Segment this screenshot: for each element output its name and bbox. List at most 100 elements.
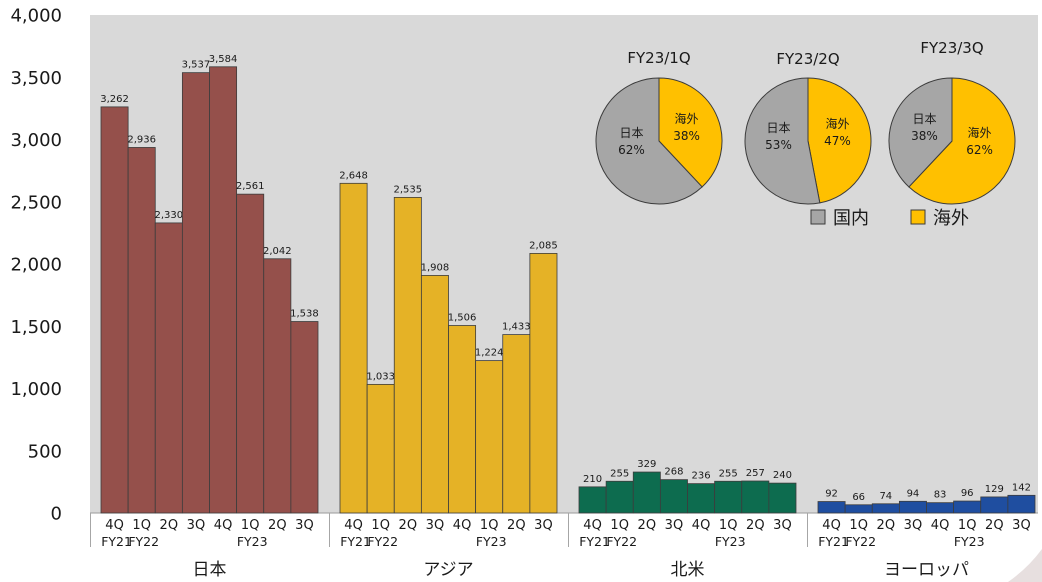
bar	[741, 480, 770, 514]
data-label: 329	[637, 459, 656, 470]
quarter-label: 4Q	[583, 518, 602, 533]
bar	[475, 360, 504, 514]
pie-legend: 国内 海外	[810, 208, 969, 229]
data-label: 94	[907, 488, 920, 499]
quarter-label: 4Q	[105, 518, 124, 533]
pie-slice	[658, 77, 723, 188]
y-tick-label: 4,000	[10, 6, 62, 27]
bar	[1007, 494, 1036, 514]
bar-chart: 0 500 1,000 1,500 2,000 2,500 3,000 3,500 4,000 3…	[10, 6, 1038, 580]
data-label: 96	[961, 488, 974, 499]
data-label: 210	[583, 474, 602, 485]
data-label: 3,262	[100, 94, 129, 105]
pie-slice	[595, 77, 703, 205]
group-label: ヨーロッパ	[884, 560, 969, 580]
bar	[605, 480, 634, 514]
data-label: 255	[610, 468, 629, 479]
bar	[953, 500, 982, 514]
quarter-label: 2Q	[268, 518, 287, 533]
y-tick-label: 2,000	[10, 255, 62, 276]
data-label: 236	[692, 471, 711, 482]
pie-slice-value: 38%	[911, 129, 938, 143]
pie-title: FY23/3Q	[920, 39, 983, 57]
bar	[420, 275, 449, 514]
pie-slice-name: 日本	[912, 112, 936, 126]
data-label: 83	[934, 490, 947, 501]
bar	[659, 479, 688, 514]
data-label: 1,033	[366, 371, 395, 382]
fiscal-year-label: FY21	[101, 534, 132, 549]
data-label: 129	[985, 484, 1004, 495]
pie-slice-value: 62%	[618, 143, 645, 157]
bar	[448, 325, 477, 514]
quarter-label: 3Q	[773, 518, 792, 533]
quarter-label: 2Q	[877, 518, 896, 533]
quarter-label: 4Q	[453, 518, 472, 533]
pie-slice-name: 海外	[825, 116, 849, 131]
quarter-label: 4Q	[822, 518, 841, 533]
y-tick-label: 3,000	[10, 130, 62, 151]
bar	[898, 500, 927, 514]
bar	[339, 182, 368, 514]
data-label: 1,538	[290, 309, 319, 320]
data-label: 1,908	[421, 262, 450, 273]
bar	[980, 496, 1009, 514]
quarter-label: 1Q	[371, 518, 390, 533]
pie-slice-name: 海外	[968, 125, 992, 140]
bar	[502, 334, 531, 514]
quarter-label: 3Q	[1012, 518, 1031, 533]
fiscal-year-label: FY23	[476, 534, 507, 549]
bar	[100, 106, 129, 514]
bar	[578, 486, 607, 514]
fiscal-year-label: FY23	[237, 534, 268, 549]
quarter-label: 2Q	[638, 518, 657, 533]
data-label: 92	[825, 489, 838, 500]
quarter-label: 1Q	[610, 518, 629, 533]
bar	[290, 321, 319, 514]
data-label: 2,936	[127, 134, 156, 145]
pie-slice-value: 62%	[966, 143, 993, 157]
bar	[844, 504, 873, 514]
pie-slice-name: 日本	[619, 126, 643, 140]
quarter-label: 4Q	[344, 518, 363, 533]
data-label: 1,506	[448, 313, 477, 324]
data-label: 2,561	[236, 181, 265, 192]
fiscal-year-label: FY23	[715, 534, 746, 549]
bar	[181, 72, 210, 514]
y-tick-label: 500	[28, 441, 62, 462]
data-label: 257	[746, 468, 765, 479]
legend-label: 海外	[933, 208, 969, 229]
fiscal-year-label: FY22	[367, 534, 398, 549]
quarter-label: 3Q	[904, 518, 923, 533]
data-label: 3,537	[182, 60, 211, 71]
bar	[154, 222, 183, 514]
fiscal-year-label: FY22	[845, 534, 876, 549]
fiscal-year-label: FY22	[606, 534, 637, 549]
data-label: 1,224	[475, 348, 504, 359]
quarter-label: 2Q	[507, 518, 526, 533]
y-tick-label: 1,500	[10, 317, 62, 338]
quarter-label: 1Q	[849, 518, 868, 533]
y-tick-label: 1,000	[10, 379, 62, 400]
bar	[687, 483, 716, 514]
group-label: 北米	[671, 560, 705, 580]
pie-slice	[908, 77, 1016, 205]
quarter-label: 3Q	[426, 518, 445, 533]
y-tick-label: 3,500	[10, 68, 62, 89]
fiscal-year-label: FY21	[340, 534, 371, 549]
bar	[871, 503, 900, 514]
data-label: 2,648	[339, 170, 368, 181]
data-label: 1,433	[502, 322, 531, 333]
group-label: アジア	[423, 560, 473, 580]
pie-slice-value: 47%	[824, 134, 851, 148]
pie-title: FY23/1Q	[627, 49, 690, 67]
data-label: 240	[773, 470, 792, 481]
fiscal-year-label: FY21	[818, 534, 849, 549]
pie-charts: FY23/1Q 海外 38% 日本 62% FY23/2Q 海外 47% 日本 53% FY23/3…	[595, 39, 1016, 205]
fiscal-year-label: FY23	[954, 534, 985, 549]
pie-slice	[807, 77, 872, 204]
bar	[366, 383, 395, 514]
data-label: 2,085	[529, 240, 558, 251]
quarter-label: 4Q	[931, 518, 950, 533]
bar	[236, 193, 265, 514]
